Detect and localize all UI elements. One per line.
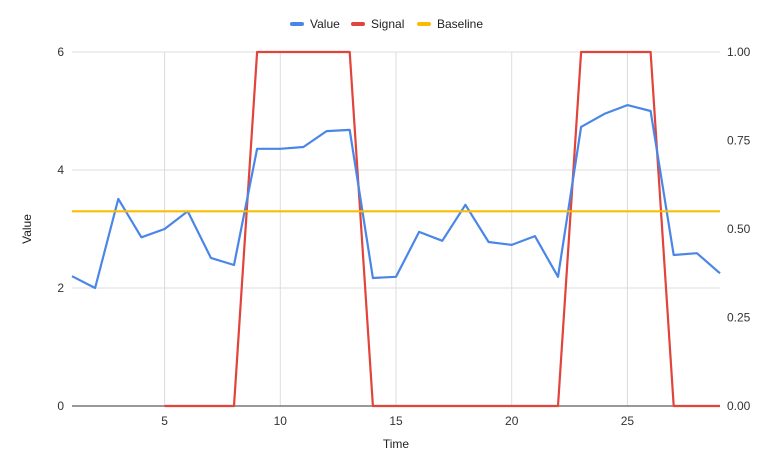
x-tick-label: 15 <box>389 414 403 428</box>
x-tick-label: 25 <box>621 414 635 428</box>
axis-tick-labels: 0 2 4 6 0.00 0.25 0.50 0.75 1.00 5 10 15 20 25 <box>57 45 750 428</box>
series-line-signal <box>164 50 720 408</box>
y2-tick-label: 0.75 <box>727 134 751 148</box>
legend-item-value[interactable]: Value <box>290 17 340 31</box>
legend-label-baseline: Baseline <box>437 17 483 31</box>
x-axis-title: Time <box>383 437 410 451</box>
gridlines <box>72 51 720 407</box>
legend-swatch-value <box>290 22 304 26</box>
y2-tick-label: 0.25 <box>727 311 751 325</box>
legend-label-signal: Signal <box>371 17 404 31</box>
x-tick-label: 20 <box>505 414 519 428</box>
legend: Value Signal Baseline <box>290 17 483 31</box>
legend-label-value: Value <box>310 17 340 31</box>
series-layer <box>71 50 721 408</box>
x-tick-label: 5 <box>161 414 168 428</box>
legend-item-signal[interactable]: Signal <box>351 17 404 31</box>
y2-tick-label: 0.50 <box>727 222 751 236</box>
y-tick-label: 6 <box>57 45 64 59</box>
legend-swatch-signal <box>351 22 365 26</box>
y-axis-title: Value <box>20 214 34 244</box>
y2-tick-label: 1.00 <box>727 45 751 59</box>
y2-tick-label: 0.00 <box>727 399 751 413</box>
x-tick-label: 10 <box>274 414 288 428</box>
legend-swatch-baseline <box>417 22 431 26</box>
series-line-value <box>71 103 721 290</box>
y-tick-label: 2 <box>57 281 64 295</box>
y-tick-label: 4 <box>57 163 64 177</box>
y-tick-label: 0 <box>57 399 64 413</box>
legend-item-baseline[interactable]: Baseline <box>417 17 483 31</box>
